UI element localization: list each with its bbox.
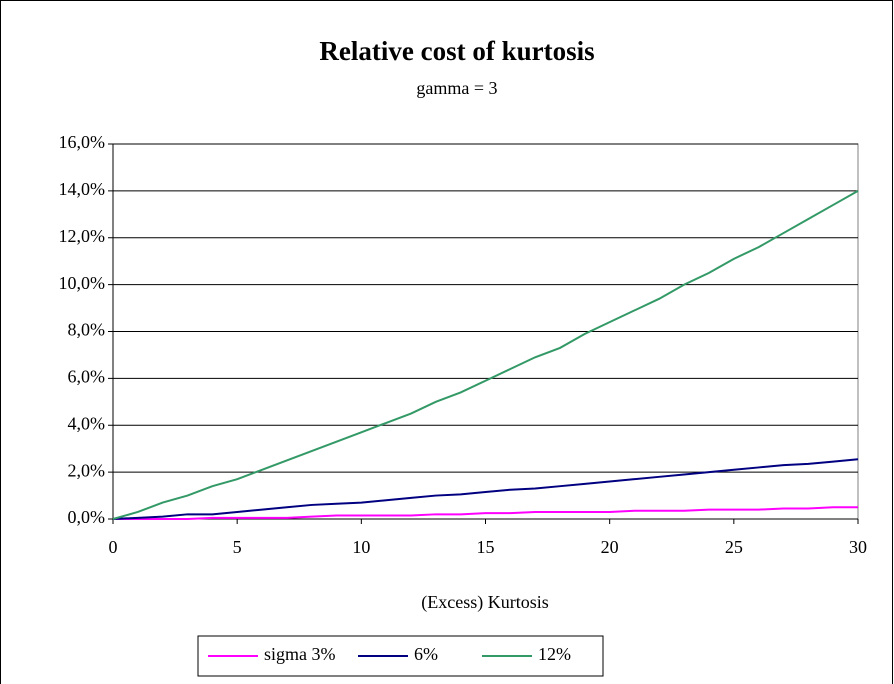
y-tick-label: 10,0% [59, 273, 106, 293]
line [112, 458, 859, 520]
x-tick-label: 10 [352, 537, 370, 557]
x-tick-label: 15 [477, 537, 495, 557]
y-tick-label: 2,0% [68, 460, 106, 480]
line [113, 506, 858, 520]
x-tick-label: 25 [725, 537, 743, 557]
y-tick-label: 16,0% [59, 132, 106, 152]
chart-title: Relative cost of kurtosis [319, 36, 594, 66]
x-axis-label: (Excess) Kurtosis [421, 592, 548, 613]
x-tick-label: 5 [233, 537, 242, 557]
y-tick-label: 12,0% [59, 226, 106, 246]
y-tick-label: 0,0% [68, 507, 106, 527]
y-tick-label: 8,0% [68, 320, 106, 340]
chart-subtitle: gamma = 3 [416, 78, 497, 98]
x-tick-label: 20 [601, 537, 619, 557]
x-tick-label: 0 [109, 537, 118, 557]
y-tick-label: 4,0% [68, 413, 106, 433]
legend-label: 6% [414, 644, 438, 664]
y-tick-label: 14,0% [59, 179, 106, 199]
legend-label: sigma 3% [264, 644, 336, 664]
legend-label: 12% [538, 644, 571, 664]
x-tick-label: 30 [849, 537, 867, 557]
line [112, 190, 859, 520]
y-tick-label: 6,0% [68, 367, 106, 387]
